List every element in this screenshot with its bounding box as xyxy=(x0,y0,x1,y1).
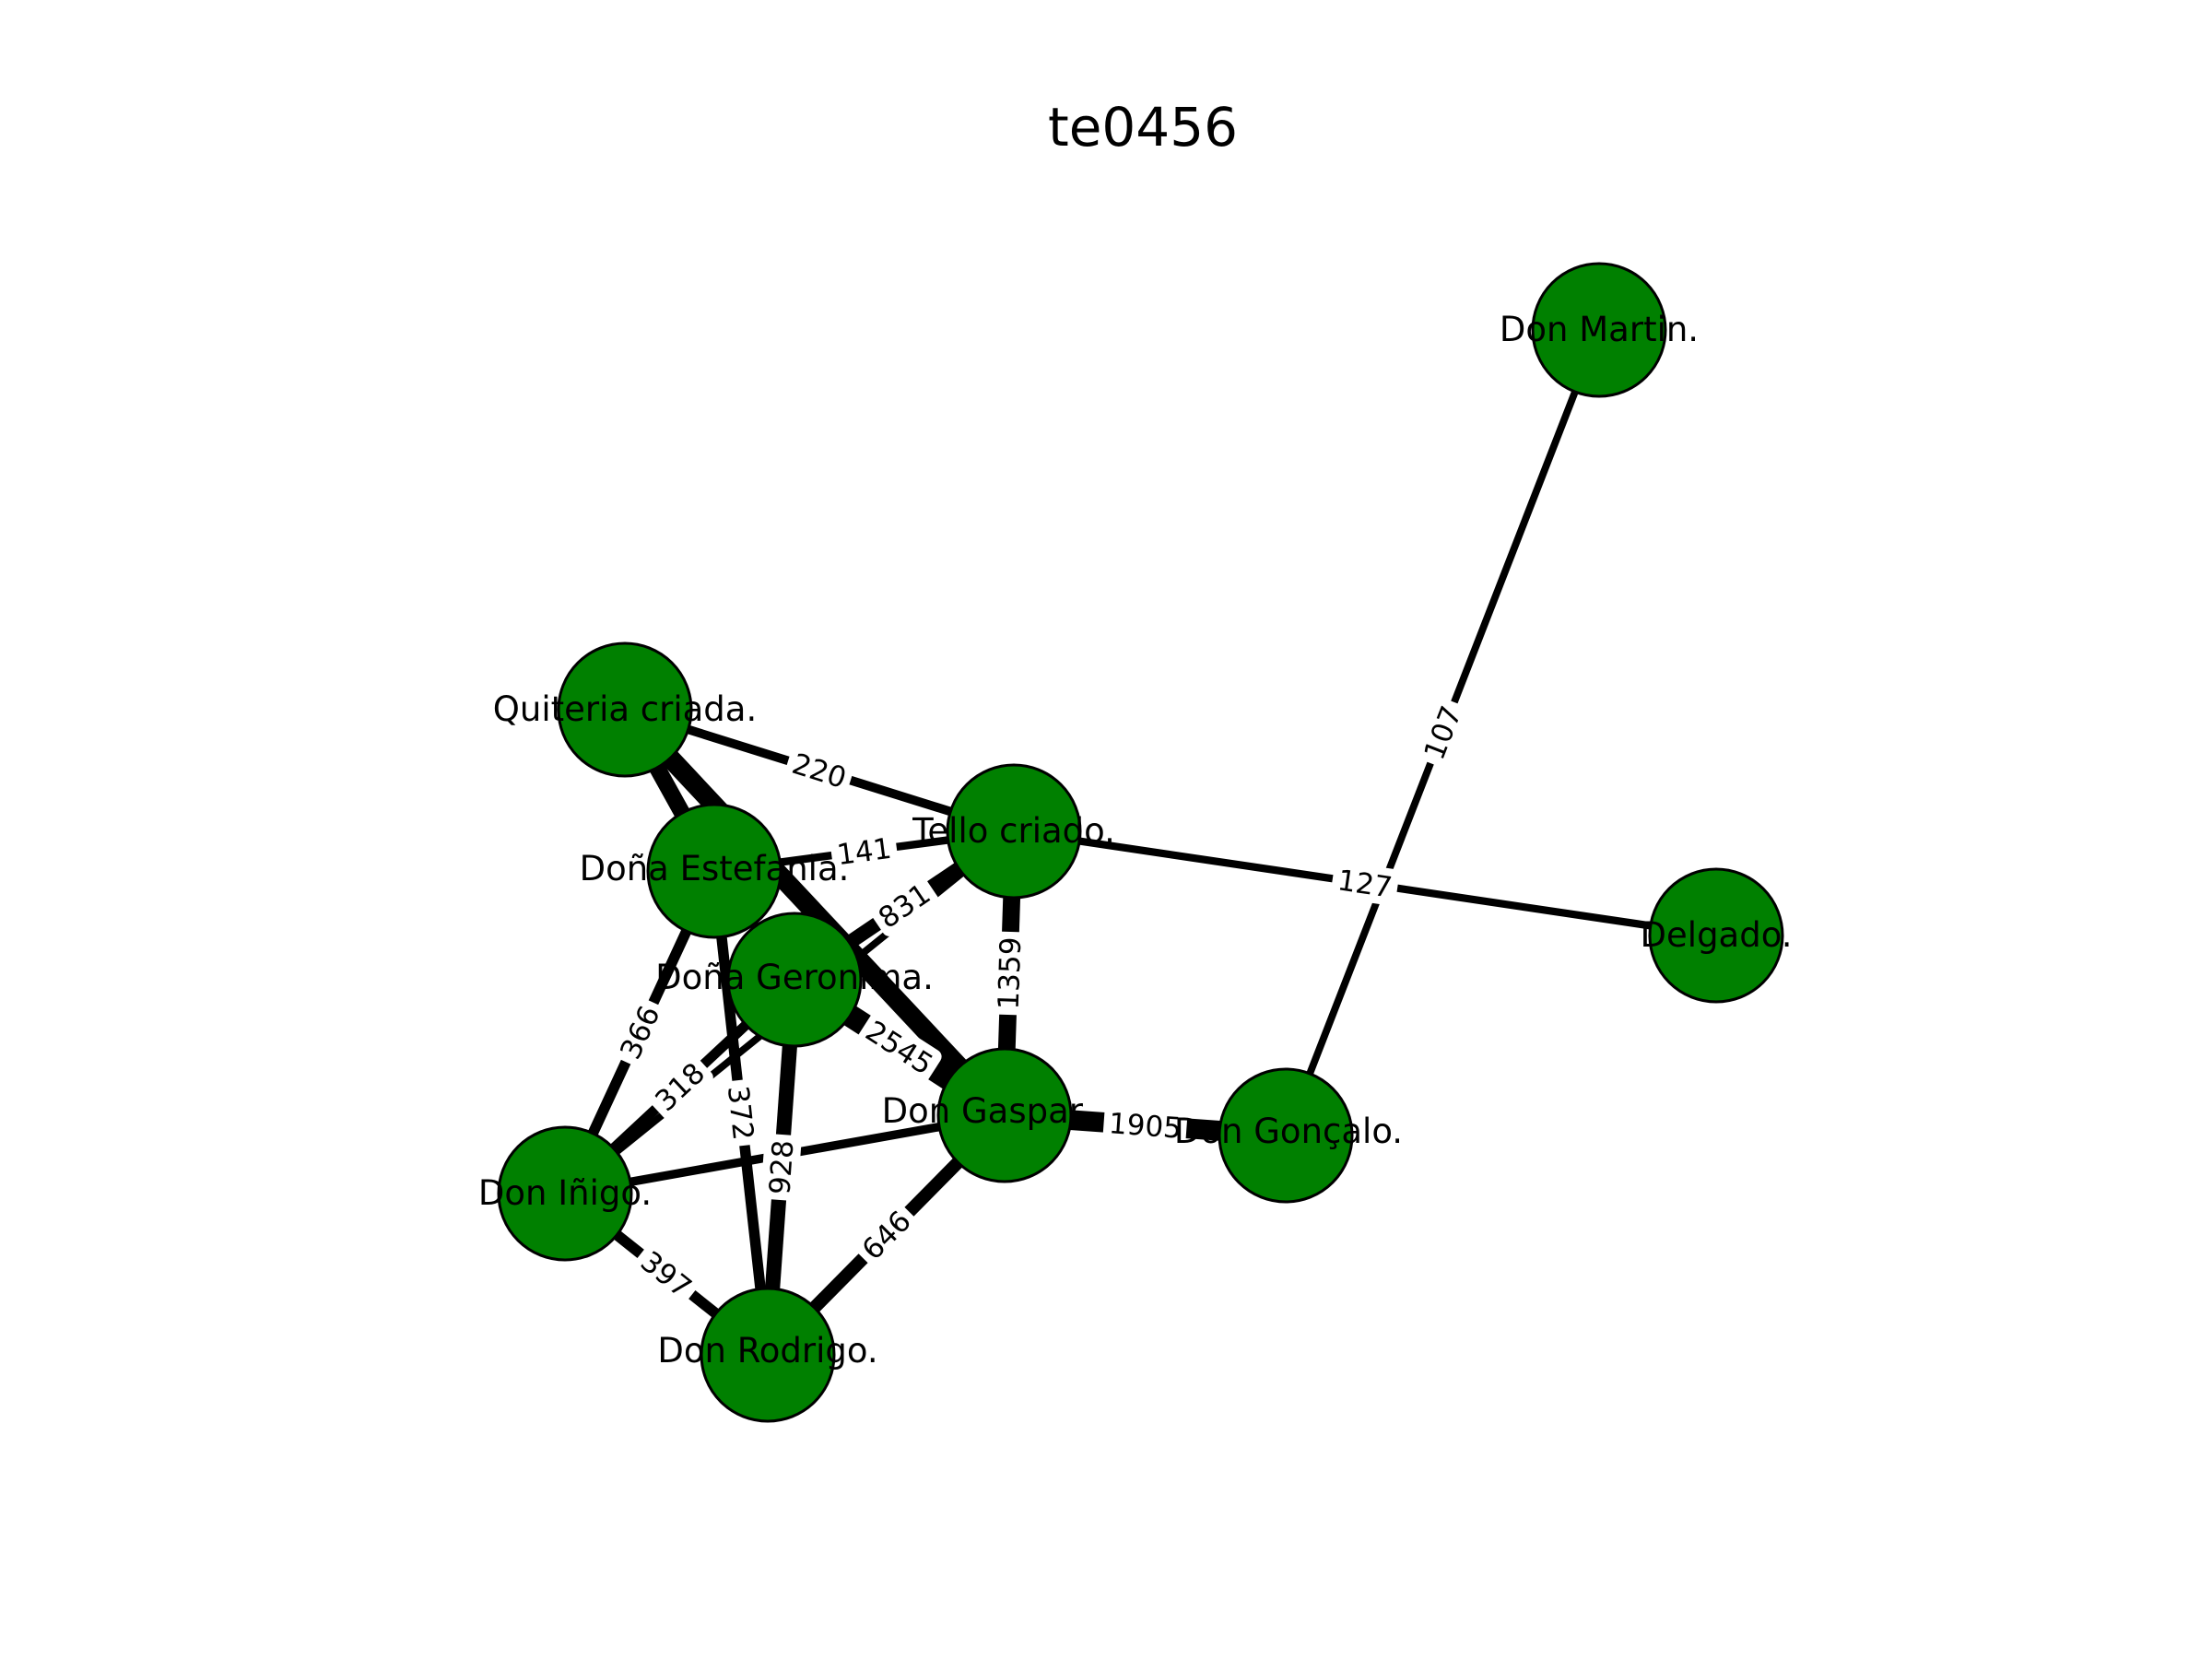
edge-weight-label: 1359 xyxy=(989,931,1030,1016)
edge-label-text: 928 xyxy=(763,1139,800,1196)
node-label-geronima: Doña Geronima. xyxy=(655,958,934,997)
node-gaspar xyxy=(936,1047,1073,1183)
edge-label-background xyxy=(611,997,668,1067)
edge-label-text: 107 xyxy=(1418,701,1468,764)
edge-weight-label: 366 xyxy=(611,997,668,1067)
edge-label-background xyxy=(784,745,854,796)
node-label-quiteria: Quiteria criada. xyxy=(493,689,757,729)
edge-weight-label: 2545 xyxy=(857,1012,942,1083)
edge-label-text: 127 xyxy=(1335,864,1394,904)
node-geronima xyxy=(726,912,863,1048)
node-rodrigo xyxy=(700,1287,836,1423)
node-label-tello: Tello criado. xyxy=(912,811,1115,851)
node-tello xyxy=(946,763,1082,900)
edge-label-text: 1359 xyxy=(993,936,1029,1010)
edge-label-background xyxy=(1331,861,1399,906)
node-label-inigo: Don Iñigo. xyxy=(478,1173,652,1213)
edge-label-background xyxy=(830,830,899,873)
edge-weight-label: 127 xyxy=(1331,861,1399,906)
edge-weight-label: 1905 xyxy=(1102,1104,1188,1147)
node-don_martin xyxy=(1531,262,1667,398)
edge-label-background xyxy=(760,1134,802,1201)
graph-title: te0456 xyxy=(1048,96,1238,159)
node-label-estefania: Doña Estefania. xyxy=(580,849,850,888)
node-labels-layer: Don Martin. Quiteria criada. Tello criado.… xyxy=(478,310,1793,1371)
node-quiteria xyxy=(557,641,693,778)
node-label-don_martin: Don Martin. xyxy=(1500,310,1699,349)
node-goncalo xyxy=(1218,1067,1354,1204)
node-label-gaspar: Don Gaspar. xyxy=(882,1091,1091,1131)
edge-weight-label: 107 xyxy=(1415,698,1470,768)
edge-label-background xyxy=(1415,698,1470,768)
edge-label-background xyxy=(857,1012,942,1083)
edge-label-background xyxy=(646,1053,713,1120)
edge-label-background xyxy=(989,931,1030,1016)
nodes-layer xyxy=(497,262,1784,1423)
edge-label-background xyxy=(720,1078,762,1147)
node-label-delgado: Delgado. xyxy=(1641,915,1793,955)
edge-label-background xyxy=(853,1202,920,1268)
edge-label-text: 141 xyxy=(835,832,893,872)
edge-weight-label: 220 xyxy=(784,745,854,796)
edge-label-text: 372 xyxy=(721,1084,759,1142)
node-inigo xyxy=(497,1125,633,1262)
node-label-goncalo: Don Gonçalo. xyxy=(1174,1112,1403,1151)
edge-label-background xyxy=(632,1241,700,1307)
edge-label-background xyxy=(1102,1104,1188,1147)
edge-label-background xyxy=(869,875,939,936)
node-estefania xyxy=(646,803,782,939)
edge-weight-label: 928 xyxy=(760,1134,802,1201)
edge-label-text: 1905 xyxy=(1108,1107,1182,1146)
edge-quiteria-gaspar xyxy=(618,702,1012,1123)
node-delgado xyxy=(1648,867,1784,1004)
edge-weight-label: 141 xyxy=(830,830,899,873)
edge-label-text: 220 xyxy=(788,747,850,795)
node-label-rodrigo: Don Rodrigo. xyxy=(657,1331,877,1371)
edge-weight-label: 372 xyxy=(720,1078,762,1147)
